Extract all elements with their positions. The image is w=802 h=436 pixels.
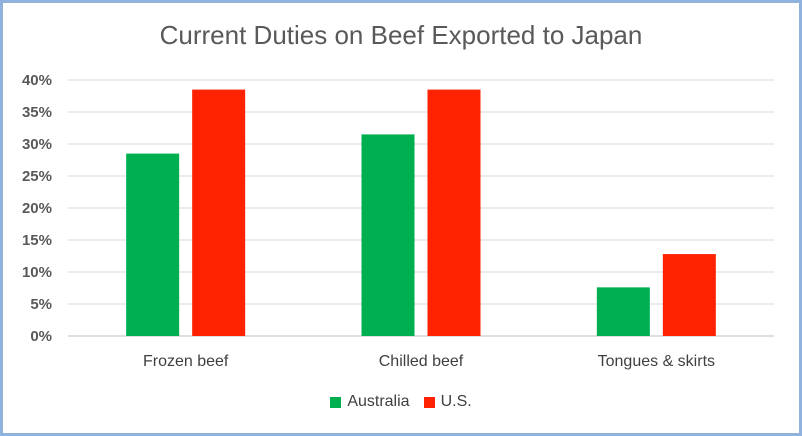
legend: Australia U.S.: [0, 393, 802, 411]
y-tick-label: 35%: [22, 104, 52, 121]
y-tick-label: 40%: [22, 72, 52, 89]
legend-item-us: U.S.: [423, 393, 472, 411]
legend-label-us: U.S.: [440, 393, 472, 410]
x-category-label: Chilled beef: [379, 353, 464, 370]
y-tick-label: 25%: [22, 168, 52, 185]
y-tick-label: 10%: [22, 264, 52, 281]
y-tick-label: 0%: [30, 328, 52, 345]
y-tick-label: 15%: [22, 232, 52, 249]
bar-australia-2: [596, 287, 650, 336]
bar-australia-0: [126, 153, 180, 336]
chart-title: Current Duties on Beef Exported to Japan: [159, 20, 643, 50]
y-tick-label: 30%: [22, 136, 52, 153]
bar-us-0: [192, 89, 246, 336]
x-category-label: Frozen beef: [143, 353, 229, 370]
legend-swatch-us: [423, 396, 435, 408]
y-tick-label: 20%: [22, 200, 52, 217]
bar-australia-1: [361, 134, 415, 336]
x-category-label: Tongues & skirts: [598, 353, 715, 370]
bar-us-1: [427, 89, 481, 336]
legend-item-australia: Australia: [330, 393, 410, 411]
bar-us-2: [662, 254, 716, 336]
y-tick-label: 5%: [30, 296, 52, 313]
legend-label-australia: Australia: [347, 393, 410, 410]
legend-swatch-australia: [330, 396, 342, 408]
